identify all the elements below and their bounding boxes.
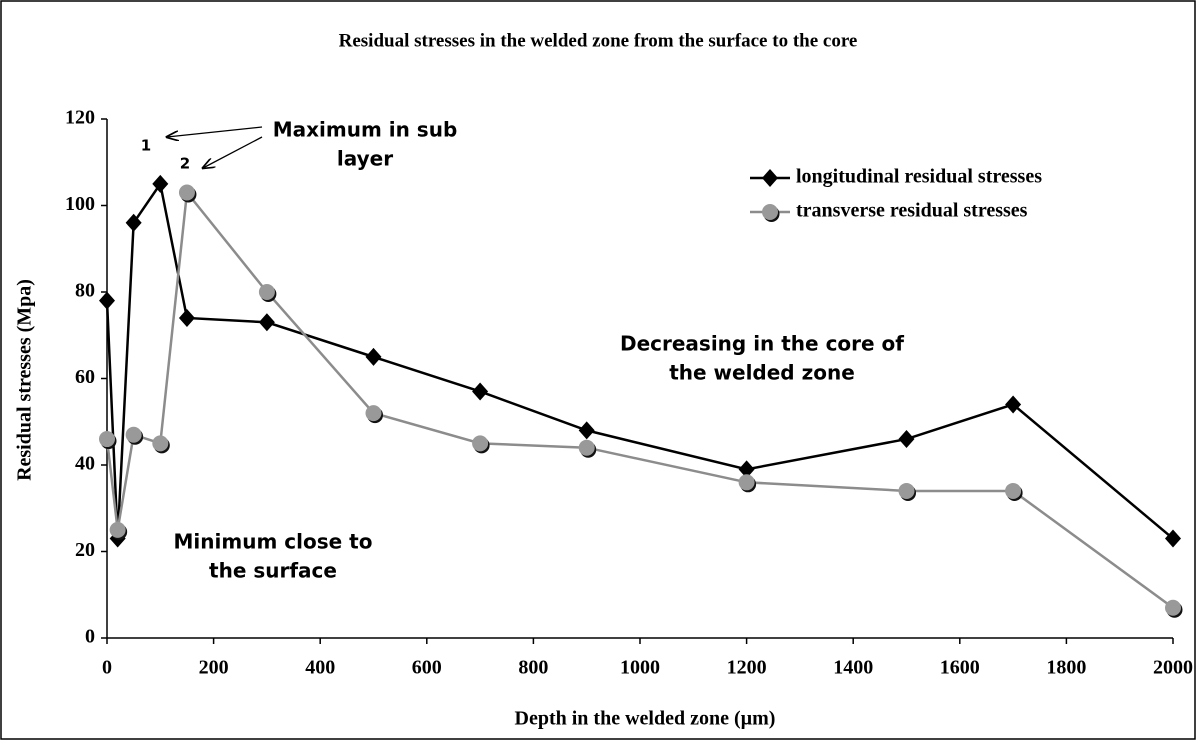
x-tick-label: 800 [518, 657, 548, 679]
x-axis-label: Depth in the welded zone (µm) [515, 708, 776, 730]
data-point [152, 174, 169, 193]
data-point [152, 435, 170, 454]
x-tick-label: 1400 [833, 657, 873, 679]
x-tick-label: 400 [305, 657, 335, 679]
x-tick-label: 2000 [1153, 657, 1193, 679]
data-point [898, 482, 916, 501]
legend-label: longitudinal residual stresses [796, 166, 1042, 188]
marker-face [152, 435, 169, 452]
marker-face [1005, 482, 1022, 499]
x-tick-label: 1000 [620, 657, 660, 679]
y-tick-label: 20 [75, 539, 95, 561]
annotation: the surface [209, 559, 337, 583]
annotation: Maximum in sub [273, 118, 458, 142]
data-point [1005, 482, 1023, 501]
marker-face [578, 439, 595, 456]
x-tick-label: 200 [199, 657, 229, 679]
marker-face [762, 204, 778, 220]
x-tick-label: 0 [102, 657, 112, 679]
marker-face [1165, 599, 1181, 616]
data-point [472, 382, 489, 401]
x-tick-label: 1600 [940, 657, 980, 679]
marker-face [125, 426, 142, 443]
data-point [99, 431, 117, 450]
x-tick-label: 1200 [727, 657, 767, 679]
arrow [167, 126, 263, 137]
marker-face [258, 284, 275, 300]
data-point [365, 347, 382, 366]
data-point [578, 439, 597, 458]
data-point [125, 426, 144, 445]
data-point [738, 474, 757, 493]
data-point [125, 213, 142, 232]
data-point [258, 284, 277, 302]
marker-face [109, 521, 126, 538]
marker-face [365, 405, 382, 422]
data-point [472, 435, 490, 454]
y-tick-label: 0 [85, 626, 95, 648]
legend-label: transverse residual stresses [796, 200, 1028, 222]
data-point [738, 460, 755, 479]
annotation: 2 [180, 155, 190, 173]
x-tick-label: 1800 [1046, 657, 1086, 679]
y-tick-label: 100 [65, 193, 95, 215]
data-point [258, 313, 275, 332]
data-point [99, 291, 115, 310]
marker-face [99, 431, 115, 448]
y-tick-label: 80 [75, 280, 95, 302]
annotation: 1 [141, 137, 151, 155]
y-tick-label: 120 [65, 107, 95, 129]
annotation: the welded zone [669, 361, 855, 385]
legend-marker [762, 169, 778, 187]
y-tick-label: 60 [75, 366, 95, 388]
annotation: Minimum close to [174, 530, 373, 554]
data-point [109, 521, 128, 540]
chart-title: Residual stresses in the welded zone fro… [339, 30, 858, 51]
data-point [1005, 395, 1022, 414]
annotation: Decreasing in the core of [620, 332, 904, 356]
annotation: layer [337, 147, 393, 171]
marker-face [472, 435, 489, 452]
y-tick-label: 40 [75, 453, 95, 475]
data-point [898, 430, 915, 449]
data-point [1165, 599, 1183, 618]
marker-face [178, 184, 195, 201]
marker-face [738, 474, 755, 491]
data-point [178, 308, 195, 327]
arrow [203, 136, 263, 168]
data-point [178, 184, 197, 203]
legend-marker [762, 204, 780, 222]
x-tick-label: 600 [412, 657, 442, 679]
marker-face [898, 482, 915, 499]
data-point [365, 405, 383, 424]
y-axis-label: Residual stresses (Mpa) [14, 279, 36, 481]
data-point [1165, 529, 1181, 548]
data-point [578, 421, 595, 440]
